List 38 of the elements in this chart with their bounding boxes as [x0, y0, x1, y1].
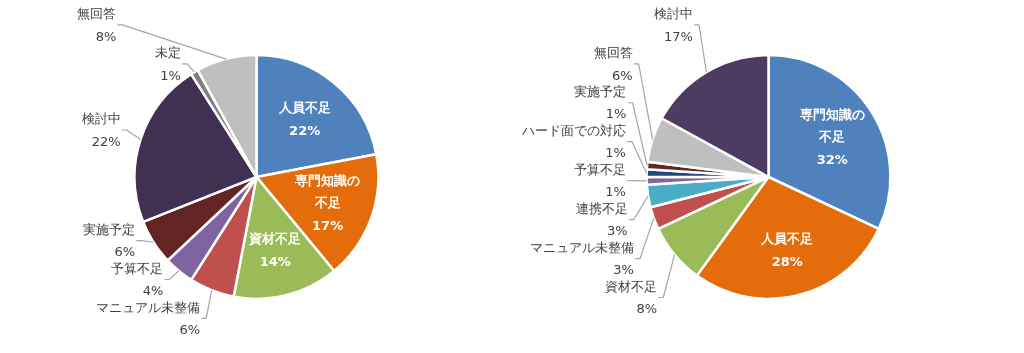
data-label: 8%: [95, 28, 117, 44]
slice-label: 専門知識の不足: [798, 106, 865, 145]
slice-label: 検討中: [653, 6, 693, 22]
data-label: 22%: [91, 133, 121, 149]
slice-label: 実施予定: [574, 84, 627, 99]
slice-label: 人員不足: [277, 100, 331, 116]
slice-label: 予算不足: [573, 161, 626, 177]
slice-label: 検討中: [81, 111, 121, 127]
data-label: 17%: [312, 217, 344, 233]
slice-label: マニュアル未整備: [529, 239, 634, 255]
data-label: 3%: [613, 262, 634, 278]
slice-label: 資材不足: [248, 231, 302, 247]
data-label: 3%: [606, 223, 628, 239]
data-label: 6%: [114, 244, 136, 260]
data-label: 17%: [664, 28, 693, 44]
data-label: 1%: [605, 145, 626, 161]
slice-label: 人員不足: [760, 231, 814, 247]
slice-label: マニュアル未整備: [96, 299, 201, 315]
slice-label: 無回答: [593, 45, 633, 61]
data-label: 14%: [259, 253, 291, 269]
data-label: 6%: [179, 322, 201, 338]
data-label: 28%: [771, 253, 803, 269]
slice-label: 連携不足: [575, 200, 628, 216]
data-label: 22%: [289, 122, 321, 138]
data-label: 1%: [605, 184, 626, 200]
data-label: 4%: [142, 283, 164, 299]
slice-label: 無回答: [77, 6, 117, 22]
slice-label: 専門知識の不足: [294, 172, 361, 211]
slice-label: 資材不足: [605, 278, 658, 294]
slice-label: ハード面での対応: [520, 122, 626, 138]
slice-label: 予算不足: [111, 260, 164, 276]
data-label: 32%: [816, 151, 848, 167]
data-label: 6%: [611, 67, 633, 83]
data-label: 1%: [605, 106, 627, 122]
slice-label: 実施予定: [83, 221, 136, 237]
data-label: 1%: [160, 67, 181, 83]
data-label: 8%: [636, 301, 658, 317]
slice-label: 未定: [154, 45, 181, 61]
